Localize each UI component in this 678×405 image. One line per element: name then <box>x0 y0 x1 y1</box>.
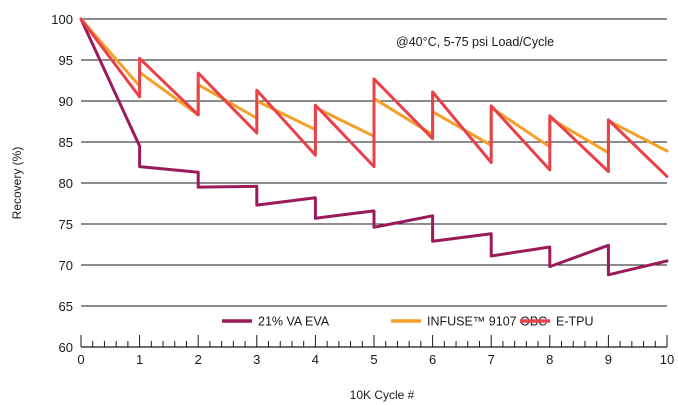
x-tick-label-7: 7 <box>488 352 495 367</box>
x-tick-label-6: 6 <box>429 352 436 367</box>
x-tick-label-10: 10 <box>660 352 674 367</box>
x-tick-label-4: 4 <box>312 352 319 367</box>
x-tick-label-9: 9 <box>605 352 612 367</box>
x-tick-label-1: 1 <box>136 352 143 367</box>
y-tick-label-80: 80 <box>59 176 73 191</box>
y-tick-label-95: 95 <box>59 53 73 68</box>
legend-label-2: INFUSE™ 9107 OBC <box>427 315 547 329</box>
x-tick-label-2: 2 <box>195 352 202 367</box>
series-lines <box>79 17 669 277</box>
y-tick-label-85: 85 <box>59 135 73 150</box>
y-tick-label-70: 70 <box>59 258 73 273</box>
x-tick-label-8: 8 <box>546 352 553 367</box>
series-line-1 <box>79 17 669 277</box>
y-tick-label-90: 90 <box>59 94 73 109</box>
x-tick-label-5: 5 <box>370 352 377 367</box>
y-axis-title: Recovery (%) <box>10 147 24 220</box>
x-axis: 0 1 2 3 4 5 6 7 8 9 10 <box>77 335 674 367</box>
x-axis-title: 10K Cycle # <box>350 388 415 402</box>
x-tick-label-0: 0 <box>77 352 84 367</box>
y-tick-label-75: 75 <box>59 217 73 232</box>
y-tick-label-60: 60 <box>59 340 73 355</box>
legend: 21% VA EVA INFUSE™ 9107 OBC E-TPU <box>222 315 594 329</box>
y-tick-label-65: 65 <box>59 299 73 314</box>
chart-annotation: @40°C, 5-75 psi Load/Cycle <box>396 35 554 49</box>
series-line-3 <box>79 17 669 178</box>
legend-label-3: E-TPU <box>556 315 594 329</box>
legend-label-1: 21% VA EVA <box>258 315 330 329</box>
x-tick-label-3: 3 <box>253 352 260 367</box>
y-axis: 60 65 70 75 80 85 90 95 100 <box>51 12 73 355</box>
y-tick-label-100: 100 <box>51 12 73 27</box>
